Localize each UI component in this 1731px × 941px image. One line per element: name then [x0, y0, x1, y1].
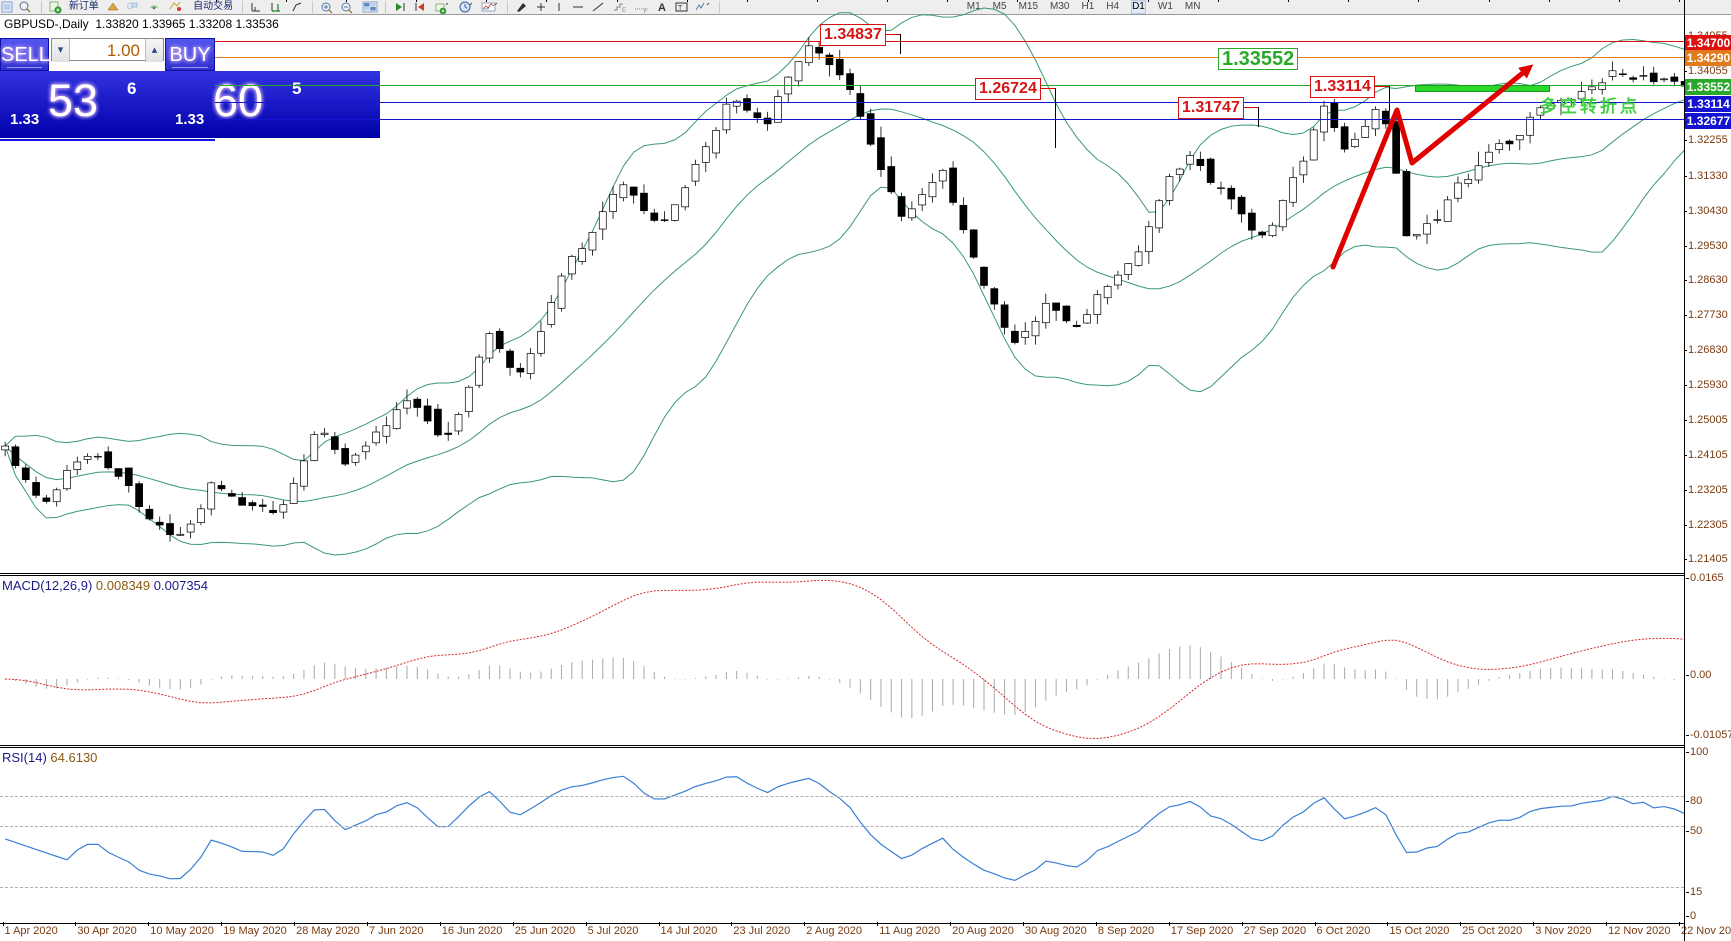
svg-text:E: E — [622, 8, 626, 14]
svg-text:F: F — [644, 9, 648, 14]
svg-text:T: T — [678, 5, 683, 12]
svg-text:A: A — [658, 2, 666, 14]
